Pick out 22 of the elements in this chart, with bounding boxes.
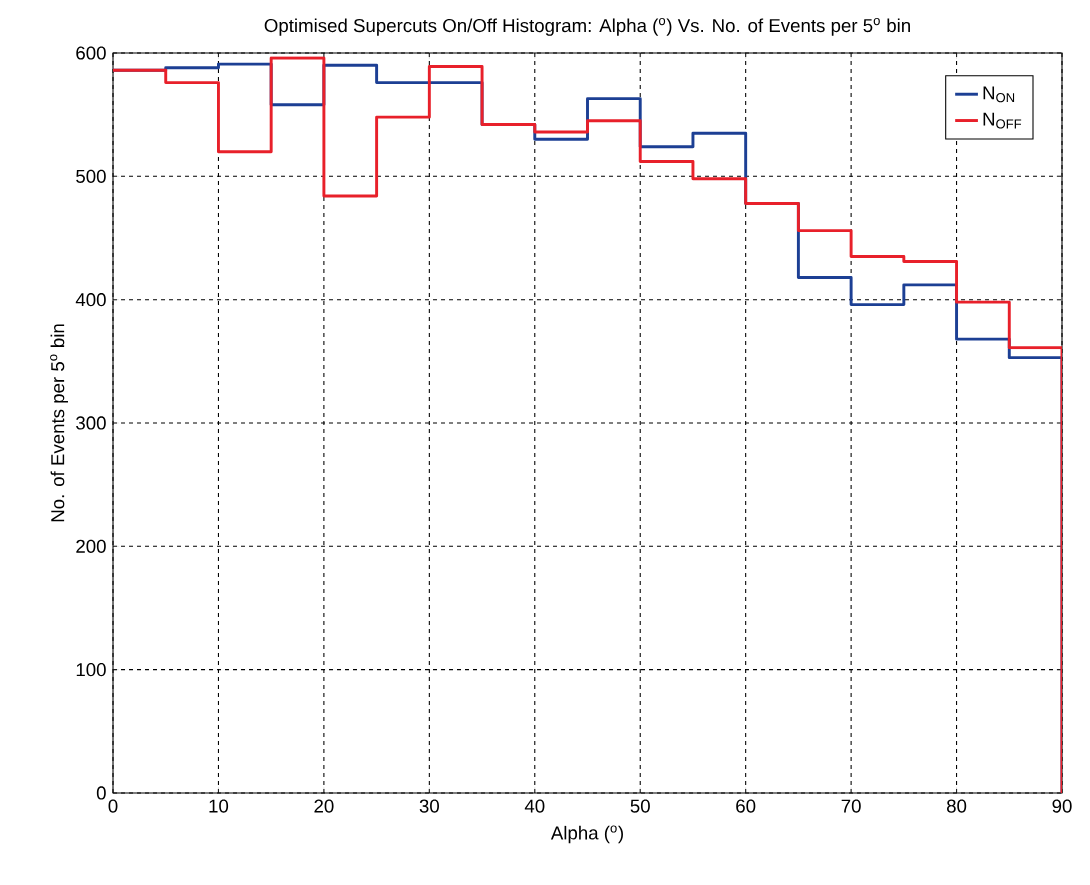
x-tick-label: 30 (419, 799, 439, 813)
y-tick-label: 300 (76, 416, 106, 430)
x-tick-label: 80 (946, 799, 967, 813)
y-tick-label: 100 (76, 663, 106, 677)
chart-title: Optimised Supercuts On/Off Histogram: Alpha ($^{o}$) Vs. No. of Events per 5$^{o}$ bin (264, 17, 910, 36)
x-axis-title: Alpha ($^{o}$) (550, 825, 623, 844)
legend-label: N$_{ON}$ (983, 86, 1015, 103)
y-tick-label: 200 (76, 539, 106, 553)
y-tick-label: 0 (96, 786, 106, 800)
y-tick-label: 600 (76, 46, 106, 60)
x-tick-label: 90 (1052, 799, 1072, 813)
x-tick-label: 10 (209, 799, 229, 813)
x-tick-label: 0 (108, 799, 118, 813)
legend-label: N$_{OFF}$ (983, 112, 1022, 129)
y-axis-title: No. of Events per 5$^{o}$ bin (50, 324, 68, 522)
x-tick-label: 20 (314, 799, 334, 813)
x-tick-label: 40 (524, 799, 545, 813)
y-tick-label: 500 (76, 169, 106, 183)
y-tick-label: 400 (75, 293, 106, 307)
x-tick-label: 50 (630, 799, 650, 813)
x-tick-label: 70 (841, 799, 861, 813)
x-tick-label: 60 (736, 799, 756, 813)
